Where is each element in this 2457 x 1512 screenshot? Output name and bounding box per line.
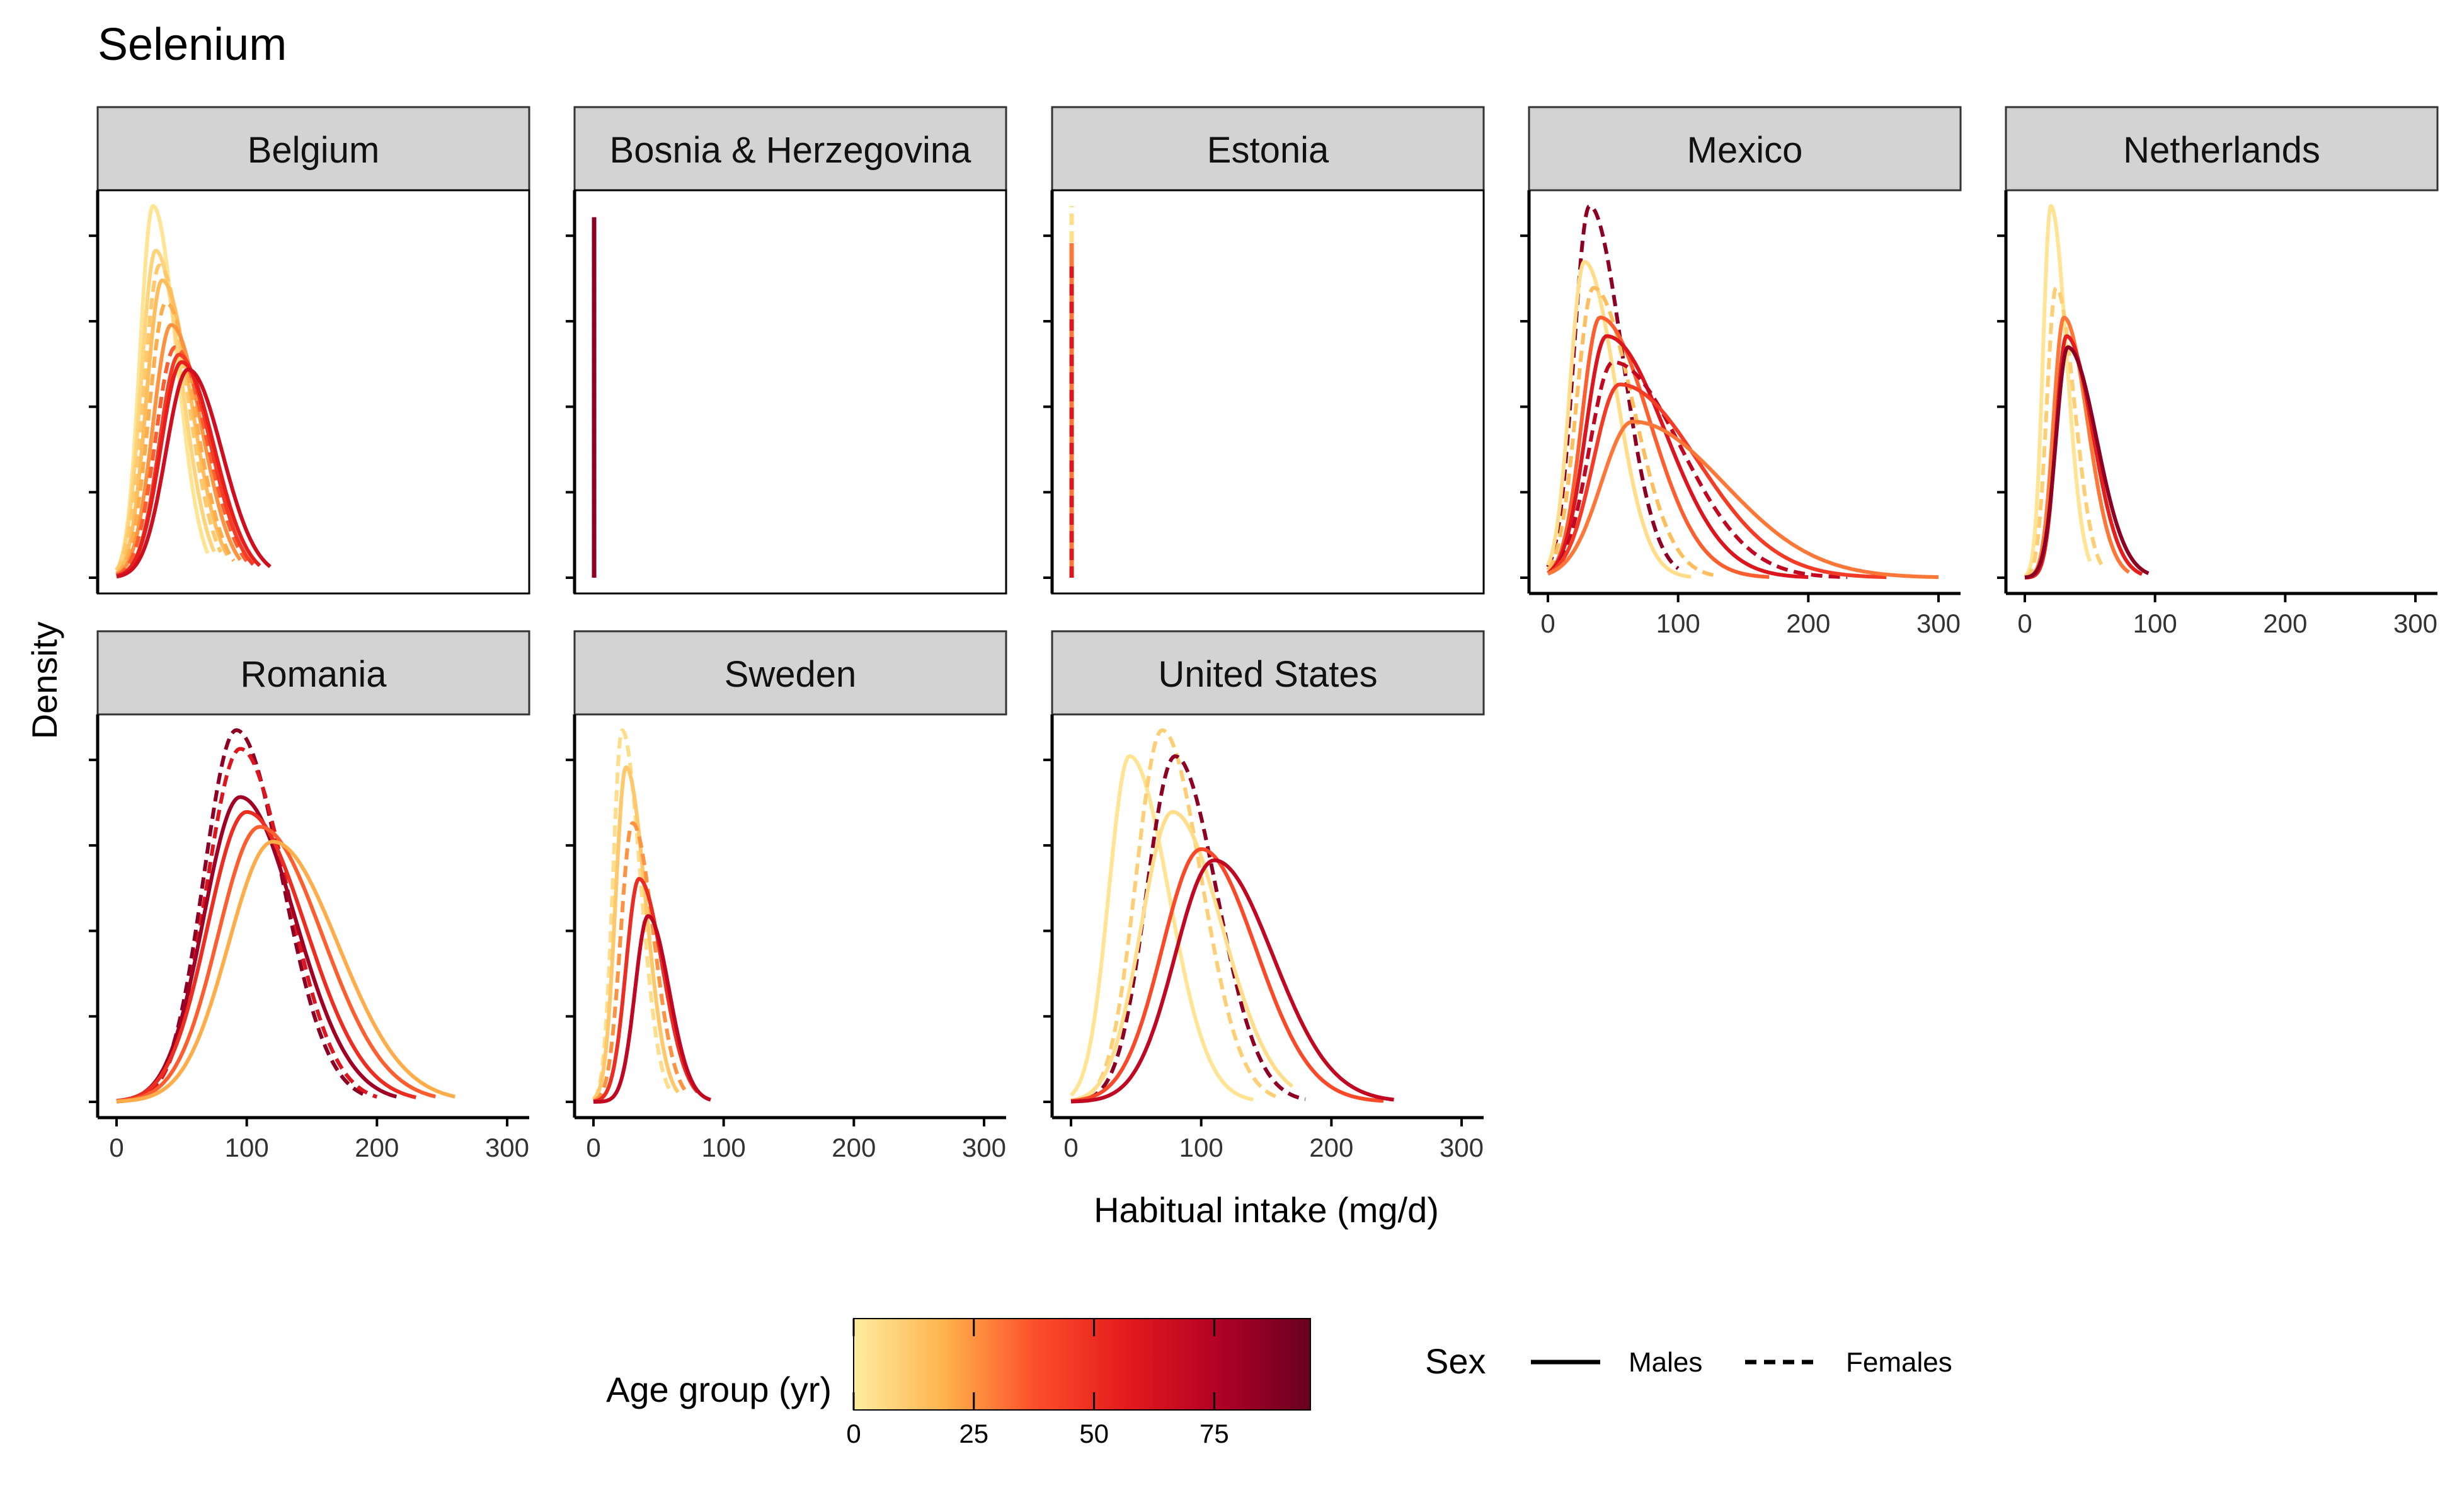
facet-strip (96, 106, 530, 192)
facet-strip (1528, 106, 1962, 192)
density-curve (116, 728, 365, 1104)
facet-strip-label: Mexico (1687, 130, 1803, 171)
facet-panel: Estonia (1043, 106, 1485, 595)
legend-label-females: Females (1846, 1347, 1952, 1378)
x-tick-label: 100 (2133, 609, 2177, 638)
density-curve (115, 278, 229, 575)
facet-strip-label: Bosnia & Herzegovina (610, 130, 972, 171)
facet-strip (573, 630, 1007, 716)
x-axis-label: Habitual intake (mg/d) (1094, 1190, 1439, 1230)
x-tick-label: 300 (962, 1133, 1006, 1162)
density-curve (1547, 382, 1887, 580)
facet-strip (96, 630, 530, 716)
density-curve (116, 825, 437, 1103)
density-curve (1547, 360, 1848, 580)
facet-panel: Romania 0 100 200 300 (89, 630, 530, 1162)
sex-legend-title: Sex (1425, 1341, 1486, 1381)
color-legend-title: Age group (yr) (606, 1370, 832, 1409)
legend: Age group (yr) Sex Males Females 0 25 50 75 (606, 1318, 1952, 1448)
color-bar-tick-label: 50 (1079, 1419, 1109, 1448)
x-tick-label: 300 (1440, 1133, 1484, 1162)
facet-panels: Belgium Bosnia & Herzegovina Estonia Mexico… (89, 106, 2439, 1162)
x-tick-label: 100 (1656, 609, 1700, 638)
density-curve (115, 323, 242, 577)
x-tick-label: 100 (1179, 1133, 1223, 1162)
density-curve (592, 877, 699, 1104)
facet-strip-label: Netherlands (2123, 130, 2320, 171)
x-tick-label: 0 (109, 1133, 123, 1162)
panel-border (573, 189, 1007, 595)
color-bar-tick-label: 25 (959, 1419, 988, 1448)
density-curve (115, 367, 272, 579)
facet-panel: Netherlands 0 100 200 300 (1997, 106, 2439, 638)
density-curve (592, 765, 680, 1101)
density-curve (2023, 285, 2105, 579)
facet-panel: Bosnia & Herzegovina (566, 106, 1007, 595)
x-tick-label: 0 (2017, 609, 2032, 638)
chart-title: Selenium (98, 20, 287, 70)
density-curve (592, 914, 712, 1104)
y-axis-label: Density (25, 622, 64, 740)
facet-strip-label: Sweden (724, 654, 857, 695)
panel-border (1051, 189, 1485, 595)
x-tick-label: 300 (485, 1133, 529, 1162)
density-curve (1546, 285, 1718, 578)
facet-strip (1051, 630, 1485, 716)
legend-label-males: Males (1629, 1347, 1702, 1378)
density-curve (1070, 810, 1294, 1102)
facet-panel: Sweden 0 100 200 300 (566, 630, 1007, 1162)
facet-panel: United States 0 100 200 300 (1043, 630, 1485, 1162)
density-curve (116, 810, 416, 1103)
facet-strip-label: Romania (240, 654, 387, 695)
density-curve (116, 840, 455, 1104)
facet-strip (573, 106, 1007, 192)
panel-border (96, 189, 530, 595)
density-curve (1069, 754, 1254, 1102)
density-curve (115, 301, 236, 576)
x-tick-label: 0 (1063, 1133, 1078, 1162)
facet-strip-label: Belgium (248, 130, 380, 171)
x-tick-label: 200 (2263, 609, 2307, 638)
density-curve (115, 360, 261, 578)
color-bar-tick-label: 0 (846, 1419, 861, 1448)
density-curve (1547, 334, 1809, 579)
color-bar-tick-label: 75 (1200, 1419, 1229, 1448)
x-tick-label: 100 (225, 1133, 269, 1162)
facet-panel: Mexico 0 100 200 300 (1520, 106, 1962, 638)
x-tick-label: 0 (586, 1133, 600, 1162)
density-curve (116, 747, 378, 1104)
density-curve (2024, 345, 2150, 580)
facet-strip-label: Estonia (1207, 130, 1329, 171)
x-tick-label: 200 (355, 1133, 399, 1162)
density-curve (1070, 847, 1384, 1103)
facet-strip-label: United States (1158, 654, 1377, 695)
density-curve (1070, 728, 1280, 1103)
facet-strip (2005, 106, 2439, 192)
density-curve (1070, 858, 1394, 1104)
facet-panel: Belgium (89, 106, 530, 595)
density-curve (1070, 754, 1306, 1104)
x-tick-label: 300 (1916, 609, 1961, 638)
density-curve (2023, 204, 2092, 578)
x-tick-label: 200 (832, 1133, 876, 1162)
x-tick-label: 0 (1540, 609, 1555, 638)
density-curve (115, 263, 223, 572)
density-curve (1546, 260, 1692, 579)
x-tick-label: 200 (1309, 1133, 1353, 1162)
density-curve (1547, 420, 1939, 580)
density-curve (116, 795, 398, 1103)
density-curve (592, 821, 687, 1103)
color-bar (853, 1318, 1311, 1411)
density-curve (115, 345, 249, 577)
x-tick-label: 100 (702, 1133, 746, 1162)
x-tick-label: 200 (1786, 609, 1830, 638)
x-tick-label: 300 (2393, 609, 2437, 638)
density-curve (1547, 316, 1770, 579)
